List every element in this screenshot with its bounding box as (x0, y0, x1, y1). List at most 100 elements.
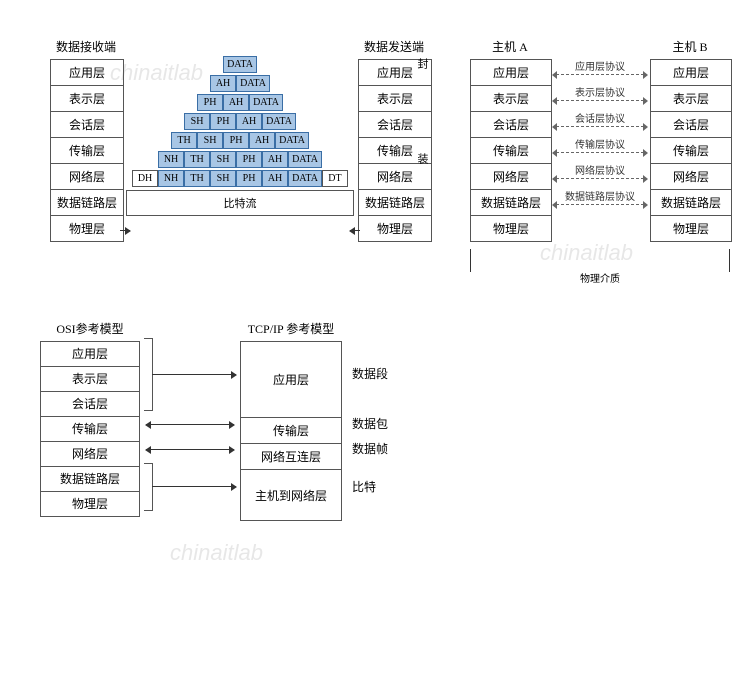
physical-medium-path: 物理介质 (470, 249, 730, 272)
osi-layer: 传输层 (41, 417, 139, 442)
header-chip: DATA (236, 75, 270, 92)
rx-stack: 应用层表示层会话层传输层网络层数据链路层物理层 (50, 59, 124, 242)
header-chip: DATA (275, 132, 309, 149)
protocol-label: 应用层协议 (550, 58, 650, 73)
rx-layer: 应用层 (51, 60, 123, 86)
host-b-layer: 表示层 (651, 86, 731, 112)
rx-title: 数据接收端 (50, 38, 122, 55)
header-chip: NH (158, 151, 184, 168)
host-a-layer: 数据链路层 (471, 190, 551, 216)
header-chip: PH (197, 94, 223, 111)
host-b-layer: 物理层 (651, 216, 731, 241)
encap-row: AHDATA (122, 75, 358, 92)
header-chip: DATA (288, 151, 322, 168)
protocol-label: 会话层协议 (550, 110, 650, 125)
watermark: chinaitlab (170, 540, 263, 566)
arrow-icon (146, 449, 234, 450)
pdu-unit: 比特 (352, 461, 412, 511)
tcpip-layer: 网络互连层 (241, 444, 341, 470)
arrow-icon (120, 230, 130, 231)
pdu-units: 数据段数据包数据帧比特 (352, 320, 412, 521)
host-b-layer: 传输层 (651, 138, 731, 164)
protocol-label: 数据链路层协议 (550, 188, 650, 203)
tcpip-layer: 应用层 (241, 342, 341, 418)
header-chip: TH (171, 132, 197, 149)
header-chip: SH (210, 151, 236, 168)
dashed-arrow-icon (556, 178, 644, 179)
dashed-arrow-icon (556, 74, 644, 75)
osi-title: OSI参考模型 (40, 320, 140, 337)
tx-layer: 数据链路层 (359, 190, 431, 216)
header-chip: SH (197, 132, 223, 149)
tcpip-layer: 传输层 (241, 418, 341, 444)
header-chip: PH (236, 151, 262, 168)
arrow-icon (146, 424, 234, 425)
osi-layer: 数据链路层 (41, 467, 139, 492)
host-b-layer: 会话层 (651, 112, 731, 138)
host-a-title: 主机 A (470, 38, 550, 55)
header-chip: AH (262, 170, 288, 187)
host-b-stack: 应用层表示层会话层传输层网络层数据链路层物理层 (650, 59, 732, 242)
dashed-arrow-icon (556, 204, 644, 205)
host-ab-diagram: 主机 A 应用层表示层会话层传输层网络层数据链路层物理层 应用层协议表示层协议会… (470, 38, 730, 242)
tcp-title: TCP/IP 参考模型 (240, 320, 342, 337)
encap-pyramid: DATAAHDATAPHAHDATASHPHAHDATATHSHPHAHDATA… (122, 56, 358, 187)
rx-layer: 传输层 (51, 138, 123, 164)
host-a-layer: 会话层 (471, 112, 551, 138)
encap-vlabel-top: 封 (414, 58, 430, 73)
bitstream-box: 比特流 (126, 190, 354, 216)
header-chip: DATA (288, 170, 322, 187)
header-chip: AH (249, 132, 275, 149)
host-b-title: 主机 B (650, 38, 730, 55)
osi-layer: 会话层 (41, 392, 139, 417)
header-chip: TH (184, 151, 210, 168)
arrow-icon (152, 486, 236, 487)
dashed-arrow-icon (556, 100, 644, 101)
rx-layer: 物理层 (51, 216, 123, 241)
header-chip: DATA (262, 113, 296, 130)
encap-row: PHAHDATA (122, 94, 358, 111)
tx-title: 数据发送端 (358, 38, 430, 55)
protocol-column: 应用层协议表示层协议会话层协议传输层协议网络层协议数据链路层协议 (550, 54, 650, 242)
encap-row: DATA (122, 56, 358, 73)
header-chip: AH (262, 151, 288, 168)
encap-vlabel-bottom: 装 (414, 153, 430, 168)
rx-layer: 数据链路层 (51, 190, 123, 216)
physical-medium-label: 物理介质 (471, 270, 729, 285)
osi-layer: 物理层 (41, 492, 139, 516)
rx-layer: 会话层 (51, 112, 123, 138)
bitstream-label: 比特流 (224, 198, 257, 210)
osi-layer: 表示层 (41, 367, 139, 392)
pdu-unit: 数据段 (352, 336, 412, 411)
encap-row: THSHPHAHDATA (122, 132, 358, 149)
arrow-icon (152, 374, 236, 375)
header-chip: AH (210, 75, 236, 92)
header-chip: NH (158, 170, 184, 187)
dashed-arrow-icon (556, 152, 644, 153)
rx-layer: 网络层 (51, 164, 123, 190)
header-chip: PH (223, 132, 249, 149)
bracket-icon (144, 463, 153, 511)
protocol-label: 传输层协议 (550, 136, 650, 151)
header-chip: AH (236, 113, 262, 130)
encapsulation-diagram: 数据接收端 应用层表示层会话层传输层网络层数据链路层物理层 DATAAHDATA… (50, 38, 430, 242)
dashed-arrow-icon (556, 126, 644, 127)
arrow-icon (350, 230, 360, 231)
pdu-unit: 数据包 (352, 411, 412, 436)
header-chip: AH (223, 94, 249, 111)
host-a-layer: 传输层 (471, 138, 551, 164)
osi-stack: 应用层表示层会话层传输层网络层数据链路层物理层 (40, 341, 140, 517)
host-a-layer: 表示层 (471, 86, 551, 112)
host-a-stack: 应用层表示层会话层传输层网络层数据链路层物理层 (470, 59, 552, 242)
header-chip: TH (184, 170, 210, 187)
host-a-layer: 物理层 (471, 216, 551, 241)
tcpip-stack: 应用层传输层网络互连层主机到网络层 (240, 341, 342, 521)
host-a-layer: 网络层 (471, 164, 551, 190)
tx-layer: 物理层 (359, 216, 431, 241)
header-chip: DT (322, 170, 348, 187)
osi-tcpip-diagram: OSI参考模型 应用层表示层会话层传输层网络层数据链路层物理层 TCP/IP 参… (40, 320, 440, 521)
header-chip: SH (210, 170, 236, 187)
osi-layer: 应用层 (41, 342, 139, 367)
protocol-label: 表示层协议 (550, 84, 650, 99)
host-b-layer: 数据链路层 (651, 190, 731, 216)
